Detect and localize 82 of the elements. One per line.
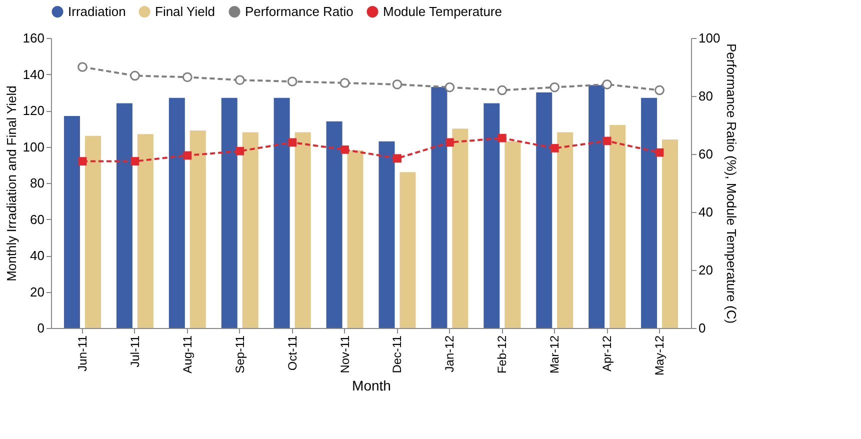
bar bbox=[452, 128, 468, 328]
bar bbox=[242, 132, 258, 328]
x-tick-label: Dec-11 bbox=[390, 335, 404, 374]
y-axis-title: Monthly Irradiation and Final Yield bbox=[4, 86, 19, 282]
y-tick-label: 80 bbox=[30, 176, 44, 190]
x-tick-label: Mar-12 bbox=[548, 335, 562, 374]
bar bbox=[431, 86, 448, 328]
bar bbox=[168, 98, 185, 328]
y-tick-label: 60 bbox=[30, 212, 44, 227]
y2-tick-label: 60 bbox=[698, 146, 713, 162]
point bbox=[497, 85, 508, 96]
y2-tick-label: 40 bbox=[698, 204, 713, 220]
point bbox=[340, 78, 350, 88]
x-tick-label: Apr-12 bbox=[600, 335, 614, 372]
x-tick-label: Oct-11 bbox=[285, 335, 300, 371]
point bbox=[602, 79, 612, 90]
bar bbox=[400, 172, 416, 328]
bar bbox=[378, 141, 395, 328]
point bbox=[234, 75, 245, 85]
point bbox=[287, 76, 298, 86]
bar bbox=[84, 136, 101, 328]
y-tick-label: 140 bbox=[22, 66, 44, 82]
x-tick-label: Nov-11 bbox=[338, 335, 352, 374]
legend-label: Module Temperature bbox=[383, 4, 502, 19]
y-tick-label: 40 bbox=[30, 248, 44, 263]
y2-tick-label: 100 bbox=[698, 30, 720, 46]
point bbox=[340, 145, 349, 154]
y2-axis-title: Performance Ratio (%), Module Temperature (C) bbox=[724, 43, 740, 324]
point bbox=[183, 151, 192, 160]
x-tick-label: Jun-11 bbox=[75, 335, 90, 372]
y-tick-label: 120 bbox=[22, 103, 44, 118]
bar bbox=[274, 98, 290, 328]
x-axis-title: Month bbox=[352, 378, 391, 394]
bar bbox=[588, 85, 605, 328]
point bbox=[236, 146, 244, 156]
point bbox=[444, 82, 455, 92]
y2-tick-label: 20 bbox=[698, 262, 713, 278]
point bbox=[654, 85, 664, 96]
point bbox=[498, 134, 506, 142]
bar bbox=[137, 134, 154, 328]
point bbox=[130, 70, 140, 81]
bar bbox=[64, 116, 80, 328]
point bbox=[655, 148, 664, 157]
y-tick-label: 160 bbox=[22, 30, 44, 46]
bar bbox=[347, 150, 364, 328]
y-tick-label: 100 bbox=[22, 139, 44, 154]
bar bbox=[116, 103, 132, 328]
point bbox=[392, 79, 402, 90]
point bbox=[288, 138, 296, 147]
point bbox=[602, 136, 612, 146]
bar bbox=[641, 98, 658, 328]
y2-tick-label: 80 bbox=[698, 88, 713, 104]
point bbox=[393, 154, 402, 163]
y-tick-label: 0 bbox=[37, 320, 44, 336]
point bbox=[446, 138, 454, 147]
point bbox=[78, 157, 87, 166]
bar bbox=[610, 125, 626, 328]
x-tick-label: Aug-11 bbox=[180, 335, 194, 374]
x-tick-label: Sep-11 bbox=[232, 335, 247, 374]
point bbox=[182, 72, 192, 82]
point bbox=[550, 82, 560, 92]
y2-tick-label: 0 bbox=[698, 320, 706, 336]
bar bbox=[221, 98, 238, 328]
y-tick-label: 20 bbox=[30, 284, 44, 300]
bar bbox=[536, 92, 552, 328]
x-tick-label: Feb-12 bbox=[495, 335, 510, 374]
legend-label: Final Yield bbox=[155, 4, 215, 19]
bar bbox=[294, 132, 311, 328]
bar bbox=[190, 130, 206, 328]
legend-label: Irradiation bbox=[68, 4, 126, 19]
x-tick-label: May-12 bbox=[652, 335, 667, 376]
bar bbox=[504, 141, 521, 328]
bar bbox=[662, 140, 678, 328]
point bbox=[550, 144, 559, 152]
bar bbox=[484, 103, 500, 328]
legend-label: Performance Ratio bbox=[245, 4, 354, 19]
x-tick-label: Jan-12 bbox=[442, 335, 457, 372]
bar bbox=[326, 121, 342, 328]
bar bbox=[557, 132, 574, 328]
x-tick-label: Jul-11 bbox=[128, 335, 142, 368]
point bbox=[78, 62, 88, 72]
point bbox=[130, 157, 140, 166]
